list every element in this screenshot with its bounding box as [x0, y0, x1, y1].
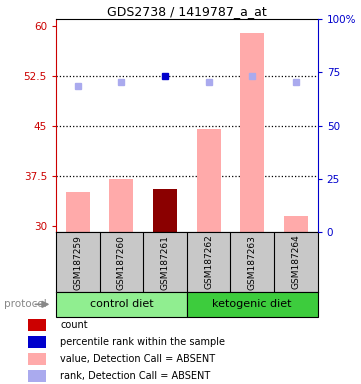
Text: GSM187263: GSM187263 — [248, 235, 257, 290]
Bar — [29, 369, 46, 382]
Text: value, Detection Call = ABSENT: value, Detection Call = ABSENT — [60, 354, 216, 364]
Bar — [153, 189, 177, 232]
Text: GSM187259: GSM187259 — [73, 235, 82, 290]
Text: GSM187260: GSM187260 — [117, 235, 126, 290]
Text: rank, Detection Call = ABSENT: rank, Detection Call = ABSENT — [60, 371, 210, 381]
Bar — [29, 319, 46, 331]
Bar — [240, 33, 264, 232]
Text: count: count — [60, 320, 88, 330]
Bar — [197, 129, 221, 232]
Text: ketogenic diet: ketogenic diet — [213, 299, 292, 310]
Bar — [187, 292, 318, 317]
Bar — [109, 179, 133, 232]
Bar — [66, 192, 90, 232]
Text: GSM187264: GSM187264 — [291, 235, 300, 290]
Bar — [284, 216, 308, 232]
Title: GDS2738 / 1419787_a_at: GDS2738 / 1419787_a_at — [107, 5, 267, 18]
Text: percentile rank within the sample: percentile rank within the sample — [60, 337, 225, 347]
Bar — [29, 353, 46, 365]
Text: protocol: protocol — [4, 299, 46, 310]
Bar — [56, 292, 187, 317]
Bar — [29, 336, 46, 348]
Text: GSM187261: GSM187261 — [161, 235, 170, 290]
Text: GSM187262: GSM187262 — [204, 235, 213, 290]
Text: control diet: control diet — [90, 299, 153, 310]
